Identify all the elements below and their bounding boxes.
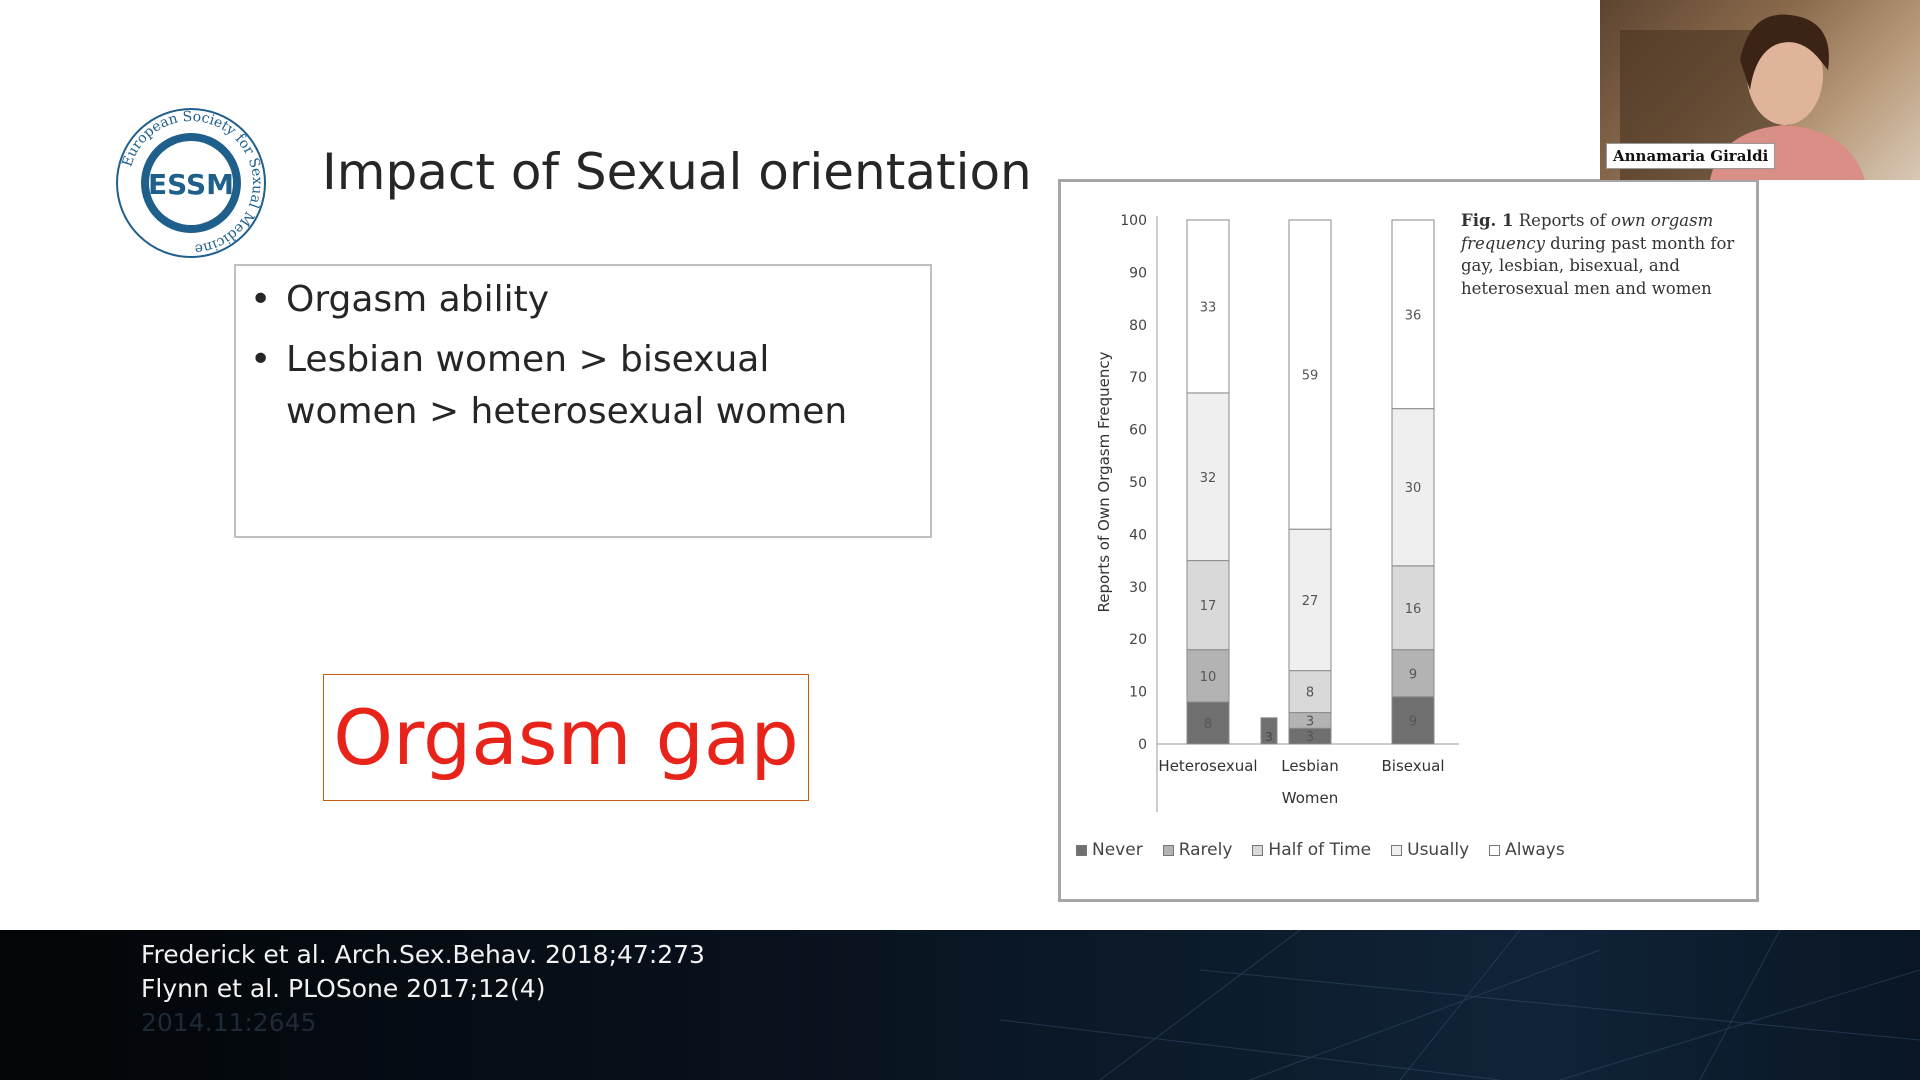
bar-segment (1391, 649, 1435, 698)
y-axis-label: Reports of Own Orgasm Frequency (1095, 351, 1113, 612)
x-tick-label: Heterosexual (1158, 757, 1257, 775)
stray-bar (1260, 717, 1278, 745)
bar-value-label: 8 (1306, 686, 1314, 701)
chart-legend: Never Rarely Half of Time Usually Always (1076, 840, 1565, 860)
bar-value-label: 9 (1409, 714, 1417, 729)
x-tick-label: Lesbian (1281, 757, 1339, 775)
bar-value-label: 27 (1302, 594, 1319, 609)
figure-panel: 0 10 20 30 40 50 60 70 80 90 100 Reports of Own Org… (1058, 179, 1759, 902)
bar-value-label: 3 (1306, 730, 1314, 745)
bar-value-label: 3 (1306, 714, 1314, 729)
caption-pre: Reports of (1518, 211, 1611, 230)
legend-item-half-of-time: Half of Time (1252, 840, 1371, 860)
logo-monogram: ESSM (148, 168, 234, 201)
orgasm-gap-label: Orgasm gap (333, 692, 799, 782)
bar-segment (1186, 560, 1230, 651)
bar-value-label: 32 (1200, 471, 1217, 486)
reference-2: Flynn et al. PLOSone 2017;12(4) (141, 974, 546, 1003)
bullet-item: • Orgasm ability (250, 274, 910, 326)
participant-video-tile[interactable]: Annamaria Giraldi (1600, 0, 1920, 180)
y-tick-label: 90 (1129, 265, 1147, 281)
legend-swatch (1162, 844, 1174, 856)
bar-value-label: 10 (1200, 670, 1217, 685)
bullet-dot: • (250, 279, 272, 320)
y-tick-label: 0 (1138, 737, 1147, 753)
bar-value-label: 30 (1405, 481, 1422, 496)
bullet-box: • Orgasm ability • Lesbian women > bisex… (234, 264, 932, 538)
slide-title: Impact of Sexual orientation (322, 143, 1032, 201)
bar-segment (1288, 219, 1332, 530)
essm-logo: European Society for Sexual Medicine ESS… (116, 108, 266, 258)
y-tick-label: 20 (1129, 632, 1147, 648)
y-tick-label: 10 (1129, 685, 1147, 701)
bullet-text: Lesbian women > bisexual women > heteros… (286, 339, 848, 432)
legend-label: Always (1505, 840, 1565, 860)
y-tick-label: 60 (1129, 423, 1147, 439)
participant-name-label: Annamaria Giraldi (1606, 143, 1776, 169)
legend-item-always: Always (1489, 840, 1565, 860)
bar-segment (1186, 701, 1230, 745)
y-tick-label: 30 (1129, 580, 1147, 596)
bar-value-label: 17 (1200, 599, 1217, 614)
y-tick-label: 50 (1129, 475, 1147, 491)
bar-value-label: 9 (1409, 667, 1417, 682)
bar-segment (1391, 565, 1435, 651)
y-tick-label: 40 (1129, 527, 1147, 543)
bar-value-label: 8 (1204, 717, 1212, 732)
legend-label: Half of Time (1268, 840, 1372, 860)
x-axis-label: Women (1282, 789, 1338, 807)
legend-item-rarely: Rarely (1162, 840, 1233, 860)
bar-segment (1186, 219, 1230, 394)
bar-segment (1288, 528, 1332, 672)
legend-swatch (1076, 844, 1087, 856)
bullet-item: • Lesbian women > bisexual women > heter… (250, 334, 910, 438)
footer-band: Frederick et al. Arch.Sex.Behav. 2018;47… (0, 930, 1920, 1080)
bullet-list: • Orgasm ability • Lesbian women > bisex… (236, 266, 930, 438)
figure-caption: Fig. 1 Reports of own orgasm frequency d… (1461, 210, 1751, 300)
legend-item-usually: Usually (1391, 840, 1469, 860)
legend-label: Usually (1407, 840, 1470, 860)
stacked-bar-chart: 0 10 20 30 40 50 60 70 80 90 100 Reports of Own Org… (1095, 213, 1459, 812)
reference-1: Frederick et al. Arch.Sex.Behav. 2018;47… (141, 940, 705, 969)
legend-swatch (1391, 844, 1403, 856)
legend-swatch (1252, 844, 1264, 856)
bar-value-label: 33 (1200, 300, 1217, 315)
legend-swatch (1489, 844, 1501, 856)
orgasm-gap-box: Orgasm gap (323, 674, 809, 801)
legend-item-never: Never (1076, 840, 1143, 860)
bullet-dot: • (250, 339, 272, 380)
x-tick-label: Bisexual (1382, 757, 1445, 775)
y-tick-label: 80 (1129, 318, 1147, 334)
y-tick-label: 100 (1120, 213, 1147, 229)
footer-decoration (999, 930, 1920, 1080)
caption-italic: own orgasm frequency (1461, 211, 1714, 253)
bullet-text: Orgasm ability (286, 279, 550, 320)
bar-value-label: 16 (1405, 602, 1422, 617)
caption-lead: Fig. 1 (1461, 211, 1514, 230)
bar-segment (1288, 670, 1332, 714)
reference-3: 2014.11:2645 (141, 1008, 317, 1037)
bar-segment (1391, 219, 1435, 410)
legend-label: Never (1092, 840, 1143, 860)
bar-value-label: 36 (1405, 308, 1422, 323)
legend-label: Rarely (1178, 840, 1233, 860)
stray-bar-label: 3 (1265, 730, 1273, 744)
bar-value-label: 59 (1302, 369, 1319, 384)
caption-post: during past month for gay, lesbian, bise… (1461, 233, 1735, 298)
y-tick-label: 70 (1129, 370, 1147, 386)
bar-segment (1186, 392, 1230, 562)
bar-segment (1186, 649, 1230, 703)
